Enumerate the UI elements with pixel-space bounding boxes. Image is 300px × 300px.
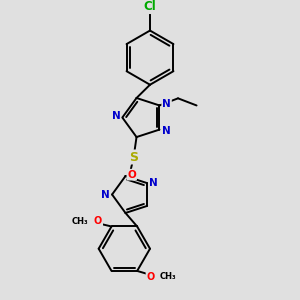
Text: N: N [101, 190, 110, 200]
Text: CH₃: CH₃ [160, 272, 177, 281]
Text: N: N [149, 178, 158, 188]
Text: O: O [146, 272, 155, 282]
Text: N: N [112, 111, 120, 121]
Text: N: N [162, 99, 171, 109]
Text: O: O [94, 216, 102, 226]
Text: O: O [128, 170, 136, 180]
Text: S: S [129, 151, 138, 164]
Text: N: N [162, 126, 171, 136]
Text: CH₃: CH₃ [72, 217, 89, 226]
Text: Cl: Cl [144, 0, 156, 13]
